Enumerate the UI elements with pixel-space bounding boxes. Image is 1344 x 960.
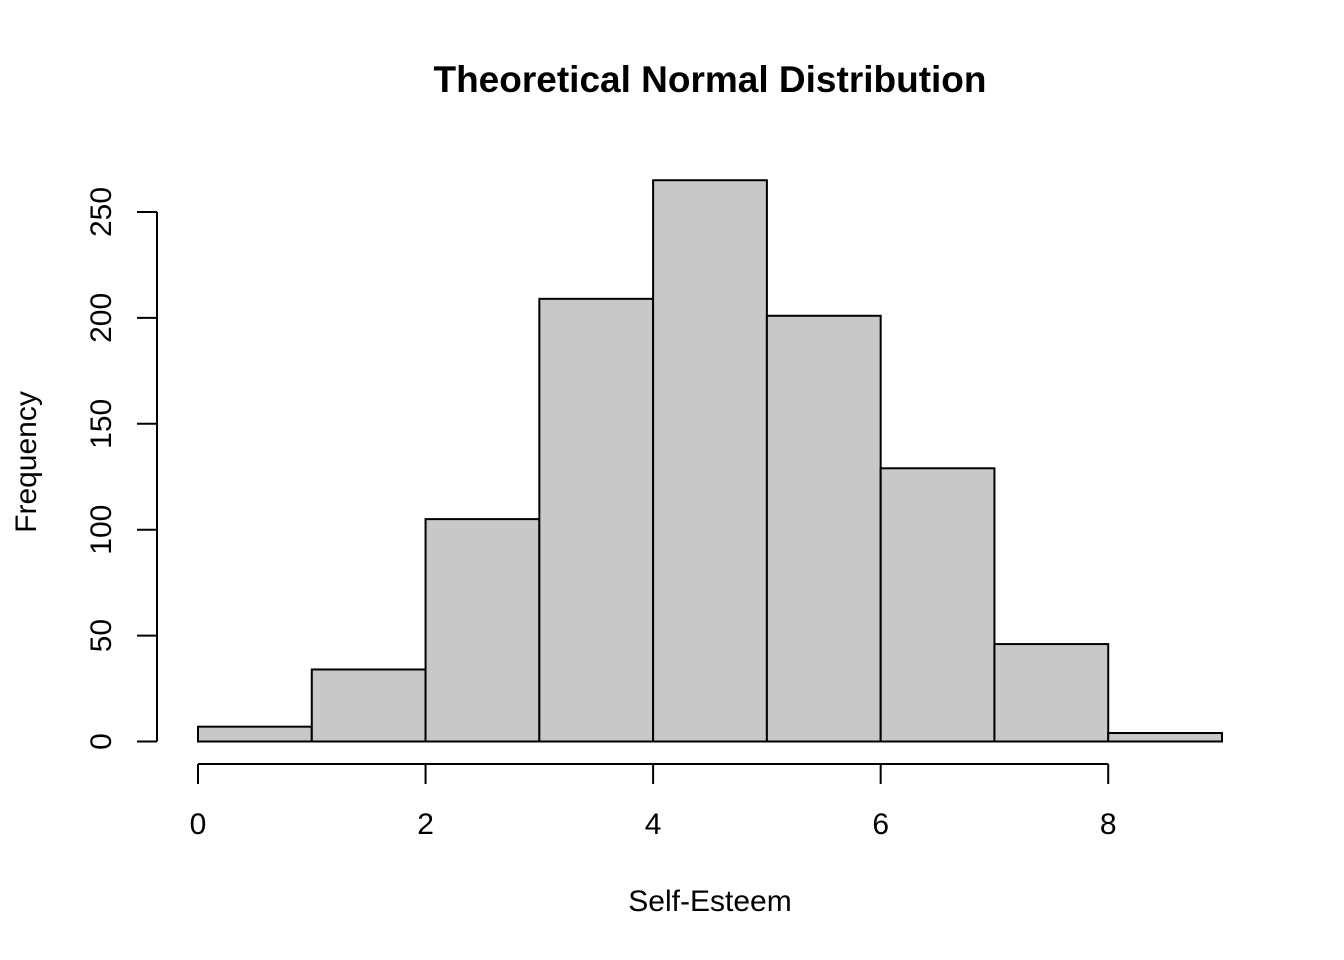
y-axis-label: Frequency: [10, 391, 43, 533]
y-tick-label: 250: [85, 187, 118, 237]
x-axis: 0 2 4 6 8: [190, 763, 1117, 841]
x-tick-label: 0: [190, 808, 207, 841]
x-tick-label: 2: [417, 808, 434, 841]
histogram-bar: [197, 725, 313, 743]
y-tick-label: 50: [85, 619, 118, 652]
x-tick-label: 6: [872, 808, 889, 841]
y-tick-label: 150: [85, 399, 118, 449]
x-tick-label: 4: [645, 808, 662, 841]
histogram-bar: [652, 179, 768, 743]
histogram-bar: [310, 668, 427, 743]
histogram-bar: [424, 518, 541, 743]
histogram-bar: [1107, 732, 1223, 743]
y-tick-label: 200: [85, 293, 118, 343]
histogram-bar: [538, 297, 655, 743]
y-tick-label: 100: [85, 505, 118, 555]
bars-layer: [197, 179, 1223, 743]
y-tick-label: 0: [85, 733, 118, 750]
y-axis: 0 50 100 150 200 250: [85, 187, 158, 750]
histogram-bar: [765, 314, 882, 743]
histogram-bar: [879, 467, 996, 743]
chart-title: Theoretical Normal Distribution: [433, 59, 986, 100]
x-tick-label: 8: [1100, 808, 1117, 841]
x-axis-label: Self-Esteem: [628, 885, 791, 918]
histogram-bar: [993, 643, 1110, 743]
